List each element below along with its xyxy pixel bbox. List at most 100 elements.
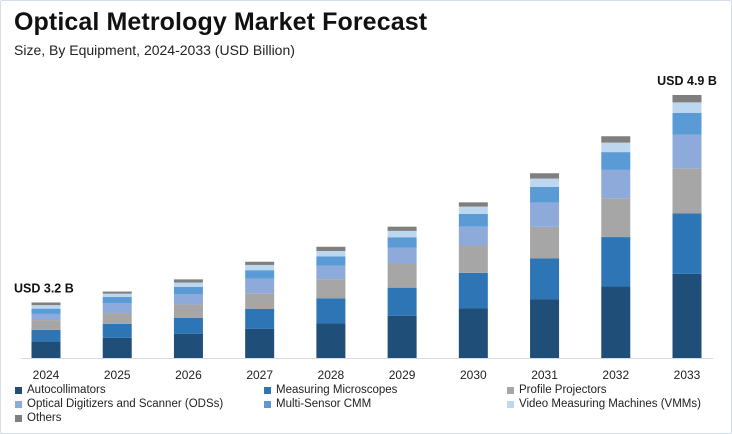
bar-segment-2029-multi-sensor-cmm xyxy=(387,237,417,248)
legend-item-video-measuring-machines-vmms: Video Measuring Machines (VMMs) xyxy=(507,398,701,410)
bar-segment-2025-multi-sensor-cmm xyxy=(102,296,132,304)
bar-segment-2028-others xyxy=(316,246,346,251)
bar-segment-2027-video-measuring-machines-vmms xyxy=(245,264,275,271)
bar-segment-2033-video-measuring-machines-vmms xyxy=(672,102,702,113)
legend-item-profile-projectors: Profile Projectors xyxy=(507,384,607,396)
bar-segment-2027-autocollimators xyxy=(245,328,275,358)
x-tick-label-2029: 2029 xyxy=(389,368,416,382)
legend-swatch xyxy=(15,414,22,422)
bar-segment-2029-optical-digitizers-and-scanner-odss xyxy=(387,247,417,264)
chart-subtitle: Size, By Equipment, 2024-2033 (USD Billi… xyxy=(14,42,295,58)
bar-segment-2033-profile-projectors xyxy=(672,168,702,214)
legend-swatch xyxy=(264,386,271,394)
legend-item-multi-sensor-cmm: Multi-Sensor CMM xyxy=(264,398,371,410)
legend-label: Profile Projectors xyxy=(519,384,607,396)
bar-segment-2033-others xyxy=(672,94,702,103)
bar-segment-2031-optical-digitizers-and-scanner-odss xyxy=(530,202,560,227)
legend-swatch xyxy=(264,400,271,408)
bar-segment-2028-measuring-microscopes xyxy=(316,298,346,324)
bar-segment-2029-autocollimators xyxy=(387,315,417,358)
bar-segment-2031-others xyxy=(530,173,560,179)
bar-segment-2031-measuring-microscopes xyxy=(530,258,560,300)
bar-segment-2030-autocollimators xyxy=(458,308,488,358)
bar-segment-2028-multi-sensor-cmm xyxy=(316,256,346,266)
legend-swatch xyxy=(15,386,22,394)
legend-label: Video Measuring Machines (VMMs) xyxy=(519,398,701,410)
bar-segment-2025-video-measuring-machines-vmms xyxy=(102,293,132,297)
bar-segment-2024-multi-sensor-cmm xyxy=(31,308,61,314)
legend-item-others: Others xyxy=(15,412,62,424)
bar-segment-2025-others xyxy=(102,291,132,294)
bar-segment-2027-measuring-microscopes xyxy=(245,308,275,329)
x-tick-label-2026: 2026 xyxy=(175,368,202,382)
x-tick-label-2030: 2030 xyxy=(460,368,487,382)
legend-item-autocollimators: Autocollimators xyxy=(15,384,106,396)
bar-segment-2025-optical-digitizers-and-scanner-odss xyxy=(102,303,132,314)
legend-label: Measuring Microscopes xyxy=(276,384,398,396)
legend-swatch xyxy=(507,400,514,408)
bar-segment-2027-others xyxy=(245,261,275,265)
bar-segment-2029-video-measuring-machines-vmms xyxy=(387,230,417,238)
bar-segment-2032-others xyxy=(601,136,631,143)
bar-segment-2029-profile-projectors xyxy=(387,263,417,288)
bar-segment-2030-profile-projectors xyxy=(458,245,488,273)
bar-segment-2031-multi-sensor-cmm xyxy=(530,187,560,203)
legend-item-measuring-microscopes: Measuring Microscopes xyxy=(264,384,397,396)
legend-swatch xyxy=(15,400,22,408)
bar-segment-2033-autocollimators xyxy=(672,273,702,358)
x-tick-label-2033: 2033 xyxy=(674,368,701,382)
bar-segment-2028-video-measuring-machines-vmms xyxy=(316,251,346,257)
bar-segment-2028-autocollimators xyxy=(316,323,346,358)
bar-segment-2033-measuring-microscopes xyxy=(672,213,702,274)
bar-segment-2025-measuring-microscopes xyxy=(102,323,132,338)
bar-segment-2032-autocollimators xyxy=(601,286,631,358)
x-tick-label-2025: 2025 xyxy=(104,368,131,382)
bar-segment-2030-measuring-microscopes xyxy=(458,272,488,309)
x-tick-label-2024: 2024 xyxy=(33,368,60,382)
legend-label: Multi-Sensor CMM xyxy=(276,398,372,410)
bar-segment-2030-optical-digitizers-and-scanner-odss xyxy=(458,226,488,246)
bar-segment-2030-others xyxy=(458,202,488,207)
bar-segment-2024-autocollimators xyxy=(31,341,61,358)
bar-segment-2027-multi-sensor-cmm xyxy=(245,270,275,279)
bar-segment-2026-optical-digitizers-and-scanner-odss xyxy=(173,294,203,305)
bar-segment-2024-video-measuring-machines-vmms xyxy=(31,305,61,309)
bar-segment-2032-multi-sensor-cmm xyxy=(601,152,631,170)
bar-segment-2026-measuring-microscopes xyxy=(173,317,203,334)
bar-segment-2029-others xyxy=(387,226,417,231)
legend-label: Others xyxy=(27,412,62,424)
annotation-2033: USD 4.9 B xyxy=(657,74,717,88)
bar-segment-2024-measuring-microscopes xyxy=(31,329,61,342)
legend-label: Optical Digitizers and Scanner (ODSs) xyxy=(27,398,224,410)
bar-segment-2031-profile-projectors xyxy=(530,226,560,259)
bar-segment-2025-profile-projectors xyxy=(102,313,132,324)
chart-title: Optical Metrology Market Forecast xyxy=(14,8,428,36)
bar-segment-2026-multi-sensor-cmm xyxy=(173,286,203,295)
x-tick-label-2028: 2028 xyxy=(318,368,345,382)
bar-segment-2024-others xyxy=(31,302,61,306)
bar-segment-2026-profile-projectors xyxy=(173,304,203,318)
annotation-2024: USD 3.2 B xyxy=(14,281,74,295)
legend-item-optical-digitizers-and-scanner-odss: Optical Digitizers and Scanner (ODSs) xyxy=(15,398,223,410)
bar-segment-2028-profile-projectors xyxy=(316,279,346,299)
x-tick-label-2031: 2031 xyxy=(531,368,558,382)
bar-segment-2031-autocollimators xyxy=(530,299,560,358)
legend-swatch xyxy=(507,386,514,394)
bar-segment-2026-video-measuring-machines-vmms xyxy=(173,282,203,287)
bar-segment-2028-optical-digitizers-and-scanner-odss xyxy=(316,265,346,280)
bar-segment-2032-profile-projectors xyxy=(601,198,631,238)
bar-segment-2030-multi-sensor-cmm xyxy=(458,213,488,227)
x-tick-label-2032: 2032 xyxy=(602,368,629,382)
bar-segment-2033-multi-sensor-cmm xyxy=(672,112,702,135)
bar-segment-2027-profile-projectors xyxy=(245,293,275,309)
bar-segment-2033-optical-digitizers-and-scanner-odss xyxy=(672,134,702,169)
bar-segment-2032-optical-digitizers-and-scanner-odss xyxy=(601,169,631,199)
bar-segment-2024-optical-digitizers-and-scanner-odss xyxy=(31,313,61,321)
bar-segment-2030-video-measuring-machines-vmms xyxy=(458,206,488,214)
bar-segment-2025-autocollimators xyxy=(102,337,132,358)
x-tick-label-2027: 2027 xyxy=(246,368,273,382)
bar-segment-2032-measuring-microscopes xyxy=(601,237,631,287)
bar-segment-2024-profile-projectors xyxy=(31,320,61,330)
